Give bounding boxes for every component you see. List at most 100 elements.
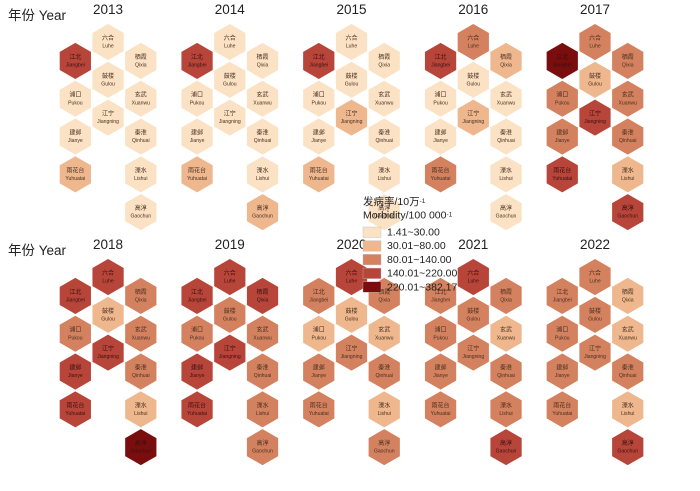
svg-text:Jiangning: Jiangning bbox=[462, 119, 484, 125]
svg-text:Jianye: Jianye bbox=[190, 373, 205, 379]
svg-text:溧水: 溧水 bbox=[135, 166, 147, 174]
svg-text:雨花台: 雨花台 bbox=[188, 401, 206, 409]
svg-text:栖霞: 栖霞 bbox=[378, 53, 390, 61]
svg-text:高淳: 高淳 bbox=[500, 439, 512, 447]
svg-text:江北: 江北 bbox=[191, 288, 203, 296]
svg-text:Luhe: Luhe bbox=[589, 279, 600, 285]
svg-text:Jiangning: Jiangning bbox=[584, 354, 606, 360]
svg-text:江北: 江北 bbox=[191, 53, 203, 61]
svg-text:六合: 六合 bbox=[345, 34, 357, 42]
svg-text:高淳: 高淳 bbox=[622, 204, 634, 212]
svg-text:Yuhuatai: Yuhuatai bbox=[65, 411, 85, 417]
svg-text:Jiangning: Jiangning bbox=[584, 119, 606, 125]
svg-text:Gulou: Gulou bbox=[345, 316, 359, 322]
svg-text:Gulou: Gulou bbox=[467, 316, 481, 322]
svg-text:Lishui: Lishui bbox=[378, 411, 391, 417]
svg-text:Pukou: Pukou bbox=[433, 335, 448, 341]
svg-text:Lishui: Lishui bbox=[256, 411, 269, 417]
svg-text:Jiangbei: Jiangbei bbox=[431, 298, 450, 304]
svg-text:Qinhuai: Qinhuai bbox=[254, 138, 272, 144]
svg-text:江宁: 江宁 bbox=[102, 345, 114, 353]
svg-text:秦淮: 秦淮 bbox=[135, 364, 147, 372]
svg-text:江北: 江北 bbox=[69, 288, 81, 296]
svg-text:Lishui: Lishui bbox=[499, 411, 512, 417]
svg-text:Jiangning: Jiangning bbox=[341, 119, 363, 125]
svg-text:鼓楼: 鼓楼 bbox=[589, 72, 601, 80]
svg-text:Gulou: Gulou bbox=[101, 81, 115, 87]
svg-text:高淳: 高淳 bbox=[378, 439, 390, 447]
svg-text:Jianye: Jianye bbox=[311, 138, 326, 144]
svg-text:Jiangning: Jiangning bbox=[97, 354, 119, 360]
svg-text:Qixia: Qixia bbox=[622, 63, 634, 69]
svg-text:年份 Year: 年份 Year bbox=[8, 243, 67, 258]
svg-text:Jiangbei: Jiangbei bbox=[431, 63, 450, 69]
svg-text:Lishui: Lishui bbox=[378, 176, 391, 182]
svg-text:Lishui: Lishui bbox=[134, 176, 147, 182]
svg-text:江宁: 江宁 bbox=[224, 345, 236, 353]
svg-text:江北: 江北 bbox=[556, 53, 568, 61]
svg-text:浦口: 浦口 bbox=[435, 326, 447, 334]
svg-text:浦口: 浦口 bbox=[69, 326, 81, 334]
svg-text:鼓楼: 鼓楼 bbox=[102, 72, 114, 80]
svg-text:Yuhuatai: Yuhuatai bbox=[309, 411, 329, 417]
svg-text:Jiangning: Jiangning bbox=[341, 354, 363, 360]
svg-text:2022: 2022 bbox=[580, 237, 610, 252]
svg-text:2016: 2016 bbox=[458, 2, 488, 17]
svg-text:Pukou: Pukou bbox=[68, 100, 83, 106]
svg-text:江宁: 江宁 bbox=[589, 110, 601, 118]
svg-text:Jiangbei: Jiangbei bbox=[309, 298, 328, 304]
svg-text:浦口: 浦口 bbox=[191, 326, 203, 334]
svg-text:2021: 2021 bbox=[458, 237, 488, 252]
svg-text:2015: 2015 bbox=[336, 2, 366, 17]
svg-text:雨花台: 雨花台 bbox=[432, 166, 450, 174]
svg-text:Yuhuatai: Yuhuatai bbox=[431, 176, 451, 182]
svg-text:雨花台: 雨花台 bbox=[310, 166, 328, 174]
svg-text:秦淮: 秦淮 bbox=[378, 364, 390, 372]
svg-text:年份 Year: 年份 Year bbox=[8, 8, 67, 23]
svg-text:Yuhuatai: Yuhuatai bbox=[552, 411, 572, 417]
svg-text:玄武: 玄武 bbox=[500, 326, 512, 334]
svg-text:Xuanwu: Xuanwu bbox=[619, 100, 638, 106]
svg-text:Gulou: Gulou bbox=[223, 316, 237, 322]
svg-text:Jianye: Jianye bbox=[68, 138, 83, 144]
svg-text:建邺: 建邺 bbox=[556, 129, 568, 137]
svg-text:江宁: 江宁 bbox=[224, 110, 236, 118]
svg-text:六合: 六合 bbox=[102, 269, 114, 277]
svg-text:栖霞: 栖霞 bbox=[135, 53, 147, 61]
svg-text:秦淮: 秦淮 bbox=[135, 129, 147, 137]
svg-text:浦口: 浦口 bbox=[69, 91, 81, 99]
svg-text:江北: 江北 bbox=[313, 288, 325, 296]
svg-text:Qinhuai: Qinhuai bbox=[619, 138, 637, 144]
svg-text:Xuanwu: Xuanwu bbox=[253, 335, 272, 341]
svg-text:鼓楼: 鼓楼 bbox=[589, 307, 601, 315]
svg-text:栖霞: 栖霞 bbox=[622, 53, 634, 61]
svg-text:秦淮: 秦淮 bbox=[257, 129, 269, 137]
svg-text:Luhe: Luhe bbox=[346, 279, 357, 285]
svg-text:Qixia: Qixia bbox=[135, 63, 147, 69]
svg-text:Jiangning: Jiangning bbox=[97, 119, 119, 125]
svg-text:江宁: 江宁 bbox=[102, 110, 114, 118]
svg-text:Gulou: Gulou bbox=[588, 81, 602, 87]
svg-text:Luhe: Luhe bbox=[468, 279, 479, 285]
svg-text:Luhe: Luhe bbox=[224, 44, 235, 50]
svg-text:江北: 江北 bbox=[313, 53, 325, 61]
svg-text:秦淮: 秦淮 bbox=[378, 129, 390, 137]
svg-text:Qixia: Qixia bbox=[378, 63, 390, 69]
svg-text:溧水: 溧水 bbox=[500, 401, 512, 409]
svg-text:玄武: 玄武 bbox=[500, 91, 512, 99]
svg-text:鼓楼: 鼓楼 bbox=[224, 307, 236, 315]
svg-text:Qinhuai: Qinhuai bbox=[375, 138, 393, 144]
svg-text:玄武: 玄武 bbox=[257, 91, 269, 99]
svg-text:浦口: 浦口 bbox=[191, 91, 203, 99]
svg-text:Qinhuai: Qinhuai bbox=[132, 138, 150, 144]
svg-text:Lishui: Lishui bbox=[134, 411, 147, 417]
svg-text:Yuhuatai: Yuhuatai bbox=[309, 176, 329, 182]
svg-text:Luhe: Luhe bbox=[589, 44, 600, 50]
svg-text:浦口: 浦口 bbox=[556, 91, 568, 99]
svg-text:Qinhuai: Qinhuai bbox=[619, 373, 637, 379]
svg-text:浦口: 浦口 bbox=[556, 326, 568, 334]
svg-text:Gaochun: Gaochun bbox=[617, 449, 638, 455]
svg-text:雨花台: 雨花台 bbox=[553, 166, 571, 174]
svg-text:Gaochun: Gaochun bbox=[130, 214, 151, 220]
svg-text:建邺: 建邺 bbox=[69, 364, 81, 372]
